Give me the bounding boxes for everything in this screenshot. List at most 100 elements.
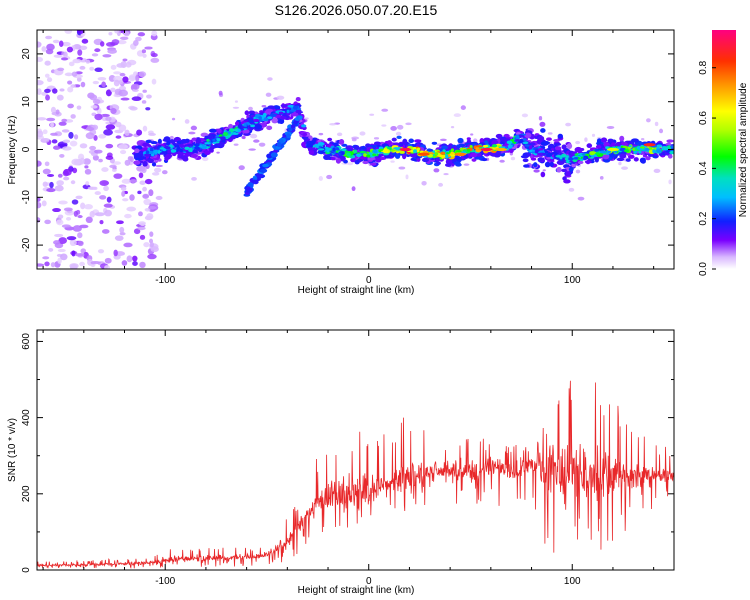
spectrogram-noise-cell: [64, 72, 74, 77]
spectrogram-noise-cell: [184, 119, 190, 124]
spectrogram-cell: [308, 150, 315, 155]
spectrogram-noise-cell: [62, 146, 72, 151]
spectrogram-cell: [184, 146, 190, 150]
spectrogram-noise-cell: [121, 190, 126, 197]
spectrogram-cell: [586, 143, 593, 149]
spectrogram-noise-cell: [50, 262, 56, 268]
spectrogram-cell: [638, 150, 642, 154]
spectrogram-noise-cell: [105, 155, 114, 160]
spectrogram-cell: [142, 161, 148, 167]
spectrogram-cell: [518, 134, 525, 138]
spectrogram-noise-cell: [151, 53, 158, 58]
spectrogram-noise-cell: [90, 261, 96, 265]
spectrogram-cell: [340, 148, 347, 152]
spectrogram-noise-cell: [111, 168, 117, 173]
spectrogram-noise-cell: [129, 106, 138, 111]
spectrogram-noise-cell: [52, 208, 61, 213]
spectrogram-noise-cell: [135, 74, 140, 82]
spectrogram-cell: [633, 157, 639, 162]
spectrogram-noise-cell: [142, 125, 148, 132]
spectrogram-cell: [584, 160, 592, 164]
spectrogram-cell: [539, 121, 546, 127]
spectrogram-noise-cell: [99, 180, 110, 186]
spectrogram-noise-cell: [132, 88, 139, 92]
spectrogram-cell: [662, 146, 668, 150]
spectrogram-noise-cell: [304, 117, 309, 120]
spectrogram-cell: [563, 179, 571, 184]
y-tick-label: 10: [21, 96, 32, 108]
spectrogram-noise-cell: [37, 130, 44, 138]
spectrogram-cell: [307, 147, 314, 150]
spectrogram-noise-cell: [67, 80, 73, 85]
spectrogram-cell: [237, 124, 244, 130]
spectrogram-noise-cell: [119, 36, 129, 40]
spectrogram-peak: [606, 147, 619, 152]
spectrogram-noise-cell: [119, 149, 127, 155]
spectrogram-noise-cell: [133, 228, 141, 235]
spectrogram-noise-cell: [123, 242, 133, 248]
spectrogram-cell: [435, 158, 441, 162]
spectrogram-noise-cell: [104, 209, 112, 217]
spectrogram-cell: [666, 139, 674, 143]
spectrogram-cell: [568, 157, 574, 161]
spectrogram-noise-cell: [94, 212, 105, 217]
spectrogram-cell: [561, 168, 568, 173]
spectrogram-noise-cell: [122, 198, 129, 202]
spectrogram-noise-cell: [151, 78, 157, 85]
spectrogram-noise-cell: [61, 118, 68, 122]
spectrogram-cell: [466, 137, 471, 141]
spectrogram-cell: [254, 123, 262, 130]
spectrogram-cell: [565, 170, 571, 177]
spectrogram-noise-cell: [575, 169, 581, 174]
spectrogram-cell: [162, 148, 167, 152]
spectrogram-cell: [298, 116, 303, 120]
spectrogram-noise-cell: [42, 181, 48, 187]
spectrogram-noise-cell: [190, 125, 198, 131]
spectrogram-cell: [439, 154, 445, 158]
spectrogram-cell: [524, 132, 532, 139]
spectrogram-noise-cell: [92, 80, 100, 85]
spectrogram-noise-cell: [141, 166, 147, 174]
spectrogram-cell: [150, 140, 158, 145]
spectrogram-cell: [359, 150, 367, 154]
spectrogram-noise-cell: [653, 168, 661, 173]
spectrogram-noise-cell: [126, 206, 137, 212]
spectrogram-cell: [306, 144, 313, 149]
spectrogram-cell: [232, 129, 238, 132]
spectrogram-cell: [338, 138, 345, 145]
spectrogram-cell: [372, 153, 377, 157]
spectrogram-cell: [178, 144, 186, 148]
spectrogram-cell: [292, 120, 299, 125]
spectrogram-noise-cell: [463, 163, 470, 166]
spectrogram-noise-cell: [265, 92, 272, 97]
spectrogram-noise-cell: [44, 161, 50, 167]
spectrogram-cell: [568, 167, 574, 172]
spectrogram-cell: [184, 152, 190, 157]
spectrogram-noise-cell: [66, 236, 77, 241]
spectrogram-cell: [561, 144, 567, 150]
spectrogram-noise-cell: [91, 53, 99, 57]
spectrogram-cell: [595, 144, 602, 149]
colorbar-tick-label: 0.2: [698, 211, 709, 225]
spectrogram-noise-cell: [77, 49, 83, 56]
spectrogram-noise-cell: [132, 255, 138, 262]
spectrogram-cell: [258, 116, 262, 120]
spectrogram-cell: [330, 157, 336, 161]
spectrogram-cell: [475, 145, 483, 148]
spectrogram-cell: [164, 155, 169, 162]
spectrogram-cell: [573, 157, 579, 160]
spectrogram-cell: [157, 138, 162, 144]
spectrogram-noise-cell: [74, 253, 85, 257]
spectrogram-noise-cell: [79, 143, 88, 149]
spectrogram-cell: [151, 162, 157, 167]
spectrogram-noise-cell: [132, 83, 140, 90]
spectrogram-cell: [186, 143, 194, 147]
spectrogram-noise-cell: [470, 133, 474, 136]
spectrogram-cell: [262, 163, 269, 168]
spectrogram-cell: [566, 143, 573, 149]
spectrogram-cell: [445, 158, 453, 165]
spectrogram-cell: [416, 157, 421, 162]
spectrogram-noise-cell: [139, 180, 146, 185]
spectrogram-cell: [440, 151, 446, 155]
spectrogram-noise-cell: [50, 132, 58, 136]
